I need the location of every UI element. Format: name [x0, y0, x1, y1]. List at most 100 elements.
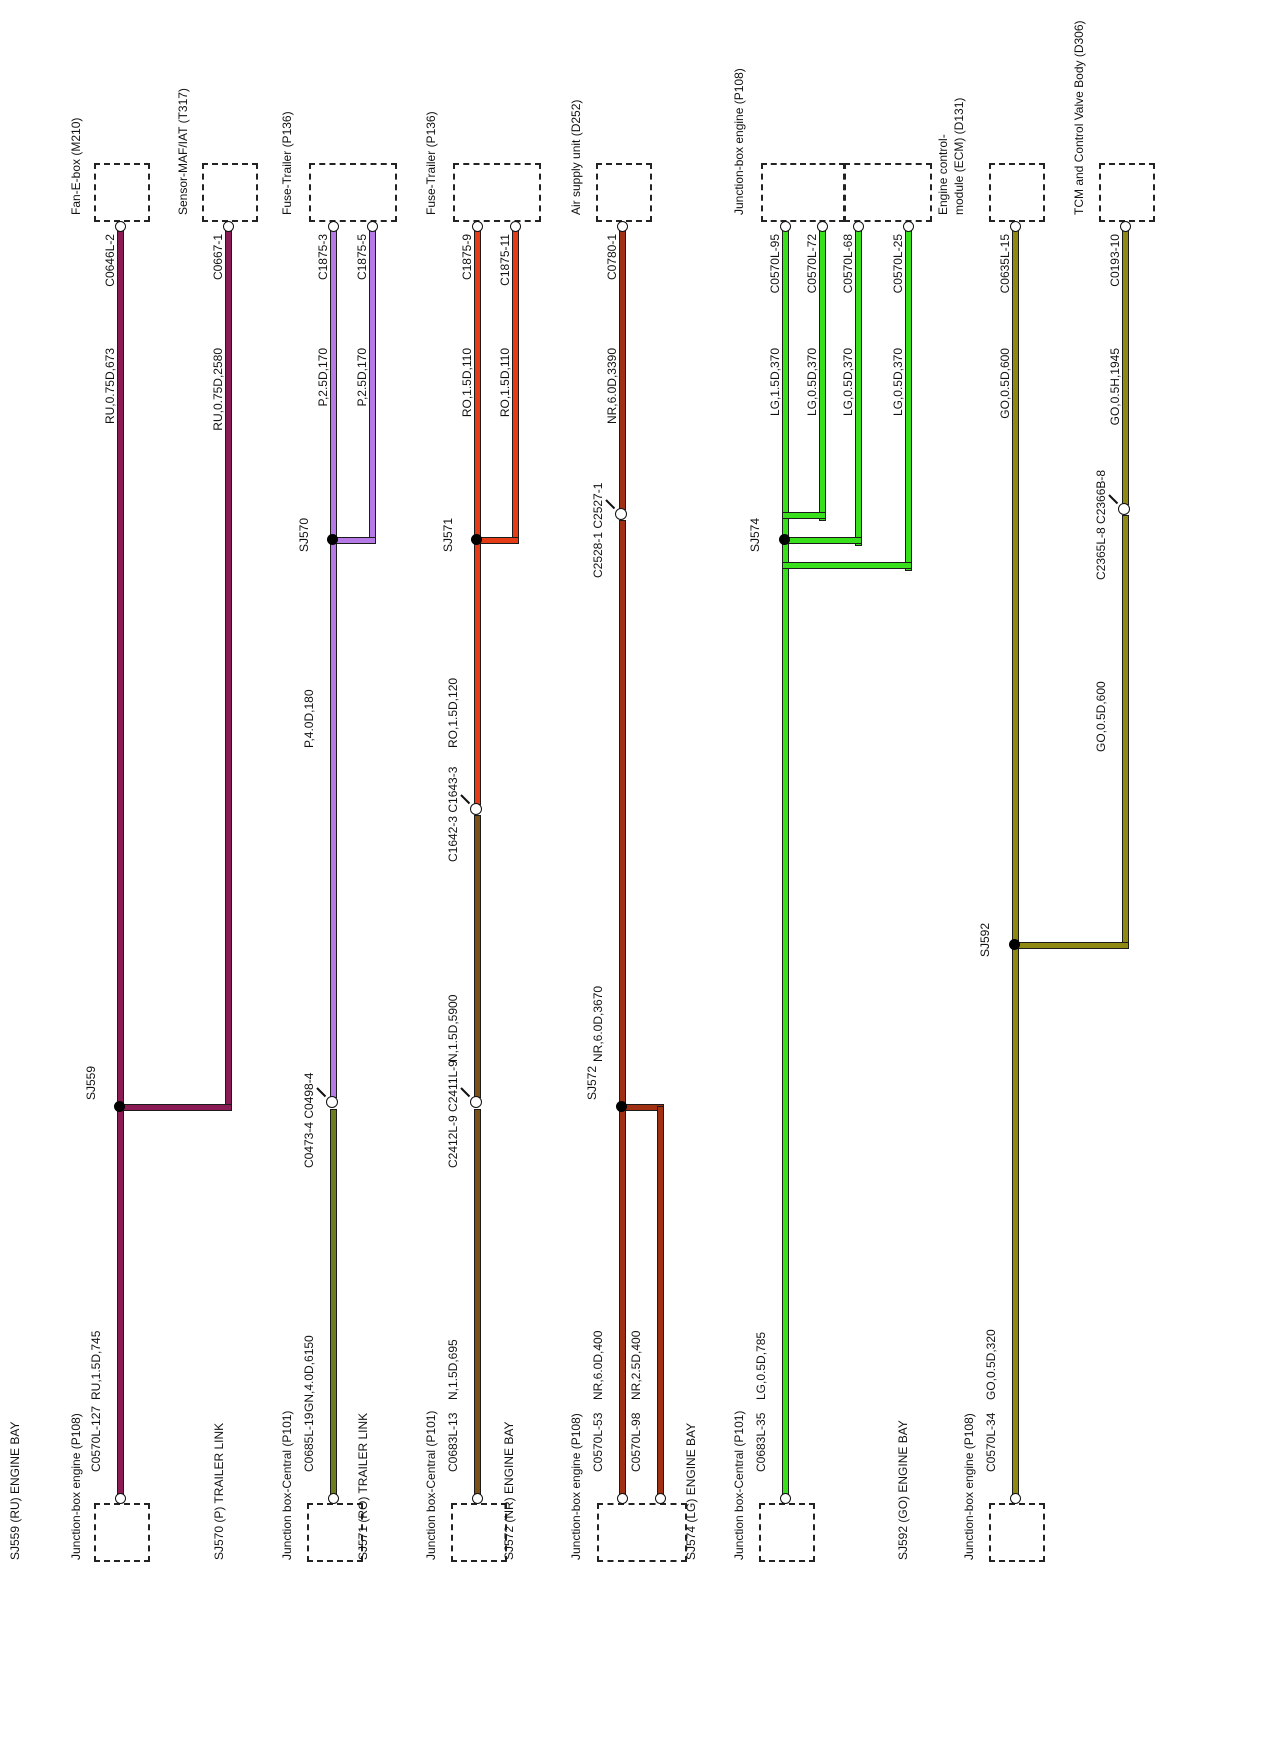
inline-connector-arrow-icon — [1108, 494, 1119, 505]
component-title: Fan-E-box (M210) — [69, 117, 83, 215]
splice-label: SJ570 — [297, 517, 311, 552]
wire-lg-branch-3 — [906, 230, 911, 570]
component-box-fuse-trailer-1 — [309, 163, 397, 222]
connector-label: C0646L-2 — [103, 234, 117, 287]
connector-label: C0193-10 — [1108, 234, 1122, 287]
wire-label: N,1.5D,5900 — [446, 994, 460, 1062]
connector-label: C1875-11 — [498, 234, 512, 286]
wire-label: NR,6.0D,400 — [591, 1330, 605, 1400]
component-box-fuse-trailer-2 — [453, 163, 541, 222]
connector-label: C0685L-19 — [302, 1412, 316, 1472]
component-box-air-supply — [596, 163, 652, 222]
splice-label: SJ571 — [441, 517, 455, 552]
inline-connector-icon — [615, 508, 627, 520]
terminal-circle — [115, 1493, 126, 1504]
wire-lg-trunk — [783, 230, 788, 1496]
splice-label: SJ572 — [585, 1065, 599, 1100]
component-box-junction-engine-bot-2 — [597, 1503, 687, 1562]
wire-label: P,2.5D,170 — [355, 348, 369, 407]
wire-label: P,2.5D,170 — [316, 348, 330, 407]
component-title: Junction box-Central (P101) — [424, 1410, 438, 1560]
wire-label: RU,0.75D,673 — [103, 348, 117, 425]
component-title: Fuse-Trailer (P136) — [424, 111, 438, 215]
zone-label: SJ574 (LG) ENGINE BAY — [684, 1422, 698, 1560]
wire-label: RO,1.5D,120 — [446, 677, 460, 748]
zone-label: SJ571 (RO) TRAILER LINK — [356, 1412, 370, 1560]
connector-label: C0683L-35 — [754, 1412, 768, 1472]
component-title: Air supply unit (D252) — [569, 99, 583, 215]
wire-go-trunk — [1013, 230, 1018, 1496]
component-box-junction-engine-top-b — [844, 163, 932, 222]
terminal-circle — [1010, 221, 1021, 232]
wire-label: RU,0.75D,2580 — [211, 348, 225, 431]
wire-label: NR,6.0D,3390 — [605, 348, 619, 425]
splice-label: SJ574 — [748, 517, 762, 552]
splice-dot-sj571 — [471, 534, 482, 545]
connector-label: C1875-3 — [316, 234, 330, 281]
component-title: Junction-box engine (P108) — [69, 1413, 83, 1560]
wire-nr-upper — [620, 230, 625, 509]
component-title: TCM and Control Valve Body (D306) — [1072, 20, 1086, 215]
component-box-ecm — [989, 163, 1045, 222]
terminal-circle — [780, 1493, 791, 1504]
connector-label: C0683L-13 — [446, 1412, 460, 1472]
connector-label: C0570L-127 — [89, 1405, 103, 1472]
wire-label: GO,0.5H,1945 — [1108, 348, 1122, 426]
wire-label: LG,1.5D,370 — [768, 348, 782, 417]
terminal-circle — [853, 221, 864, 232]
zone-label: SJ592 (GO) ENGINE BAY — [896, 1420, 910, 1560]
wire-label: LG,0.5D,370 — [891, 348, 905, 417]
wire-label: RU,1.5D,745 — [89, 1330, 103, 1400]
connector-label: C1875-5 — [355, 234, 369, 281]
wire-label: RO,1.5D,110 — [498, 348, 512, 418]
wire-label: NR,6.0D,3670 — [591, 985, 605, 1062]
inline-connector-label: C1642-3 C1643-3 — [446, 766, 460, 862]
component-title: Junction-box engine (P108) — [732, 68, 746, 215]
splice-dot-sj559 — [114, 1101, 125, 1112]
zone-label: SJ572 (NR) ENGINE BAY — [502, 1421, 516, 1560]
component-box-junction-engine-bot-1 — [94, 1503, 150, 1562]
component-title: Junction-box engine (P108) — [569, 1413, 583, 1560]
splice-dot-sj574 — [779, 534, 790, 545]
wire-ru-sensor-branch — [226, 230, 231, 1109]
inline-connector-icon — [470, 803, 482, 815]
terminal-circle — [780, 221, 791, 232]
connector-label: C0570L-53 — [591, 1412, 605, 1472]
wire-lg-branch-1 — [820, 230, 825, 520]
terminal-circle — [617, 221, 628, 232]
inline-connector-arrow-icon — [460, 794, 471, 805]
terminal-circle — [1010, 1493, 1021, 1504]
component-title: Fuse-Trailer (P136) — [280, 111, 294, 215]
connector-label: C1875-9 — [460, 234, 474, 281]
wire-lg-branch-2 — [856, 230, 861, 545]
terminal-circle — [655, 1493, 666, 1504]
terminal-circle — [903, 221, 914, 232]
wire-label: LG,0.5D,785 — [754, 1331, 768, 1400]
terminal-circle — [367, 221, 378, 232]
connector-label: C0570L-68 — [841, 234, 855, 294]
wire-lg-link-3 — [783, 563, 911, 568]
wire-go-splice-link — [1013, 943, 1128, 948]
splice-label: SJ559 — [84, 1065, 98, 1100]
wire-label: RO,1.5D,110 — [460, 348, 474, 418]
component-title: Junction box-Central (P101) — [280, 1410, 294, 1560]
wire-label: GO,0.5D,320 — [984, 1329, 998, 1400]
inline-connector-label: C0473-4 C0498-4 — [302, 1072, 316, 1168]
wire-label: GO,0.5D,600 — [1094, 681, 1108, 752]
component-box-fan-e-box — [94, 163, 150, 222]
terminal-circle — [328, 1493, 339, 1504]
wire-nr-trunk — [620, 521, 625, 1496]
wire-n-mid — [475, 816, 480, 1097]
zone-label: SJ559 (RU) ENGINE BAY — [8, 1421, 22, 1560]
terminal-circle — [1120, 221, 1131, 232]
component-box-sensor-maf — [202, 163, 258, 222]
wire-n-lower — [475, 1110, 480, 1496]
splice-dot-sj572 — [616, 1101, 627, 1112]
inline-connector-label: C2365L-8 C2366B-8 — [1094, 469, 1108, 580]
terminal-circle — [510, 221, 521, 232]
wire-lg-link-2 — [783, 538, 861, 543]
terminal-circle — [115, 221, 126, 232]
terminal-circle — [472, 221, 483, 232]
component-title: Sensor-MAF/IAT (T317) — [176, 88, 190, 215]
